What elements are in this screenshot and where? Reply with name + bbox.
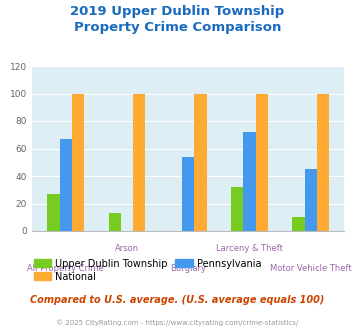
Bar [256,93,268,231]
Bar [109,213,121,231]
Text: Burglary: Burglary [170,264,206,273]
Bar [194,93,207,231]
Bar [60,139,72,231]
Bar [317,93,329,231]
Legend: Upper Dublin Township, National, Pennsylvania: Upper Dublin Township, National, Pennsyl… [30,255,265,285]
Bar [292,217,305,231]
Bar [72,93,84,231]
Bar [231,187,243,231]
Bar [133,93,145,231]
Bar [305,169,317,231]
Text: Compared to U.S. average. (U.S. average equals 100): Compared to U.S. average. (U.S. average … [30,295,325,305]
Bar [182,157,194,231]
Text: Larceny & Theft: Larceny & Theft [216,244,283,253]
Text: 2019 Upper Dublin Township
Property Crime Comparison: 2019 Upper Dublin Township Property Crim… [70,5,285,34]
Bar [243,132,256,231]
Text: All Property Crime: All Property Crime [27,264,104,273]
Text: Arson: Arson [115,244,139,253]
Text: © 2025 CityRating.com - https://www.cityrating.com/crime-statistics/: © 2025 CityRating.com - https://www.city… [56,319,299,326]
Text: Motor Vehicle Theft: Motor Vehicle Theft [270,264,351,273]
Bar [47,194,60,231]
